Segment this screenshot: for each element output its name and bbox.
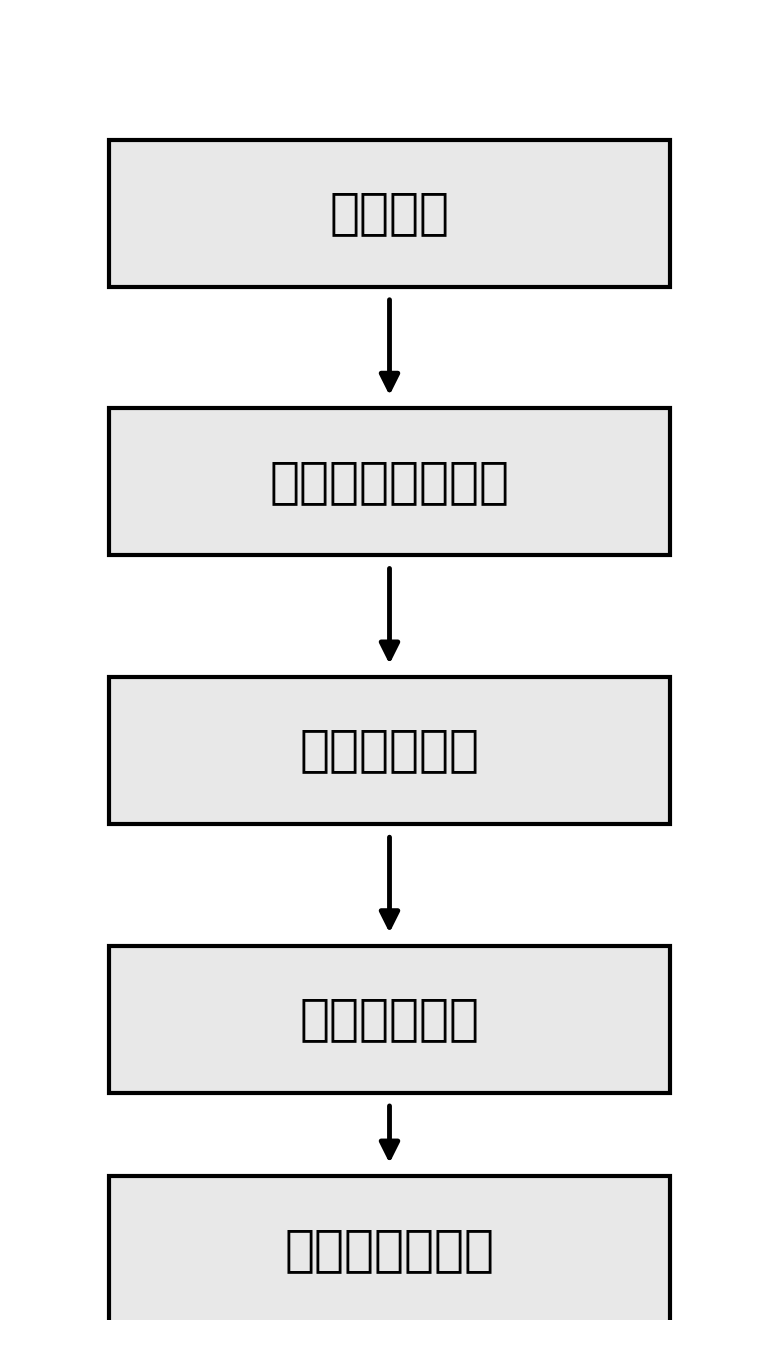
Bar (109, 678, 670, 824)
Bar (109, 140, 670, 287)
Text: 设备接线: 设备接线 (330, 189, 449, 237)
Bar (109, 408, 670, 555)
Bar (109, 1176, 670, 1323)
Text: 电缆绝缘电阻测试: 电缆绝缘电阻测试 (270, 458, 509, 506)
Bar (109, 946, 670, 1092)
Text: 电缆长度校准: 电缆长度校准 (299, 726, 480, 775)
Text: 交流耐压试验: 交流耐压试验 (299, 995, 480, 1044)
Text: 振荡波局放测试: 振荡波局放测试 (284, 1226, 495, 1274)
